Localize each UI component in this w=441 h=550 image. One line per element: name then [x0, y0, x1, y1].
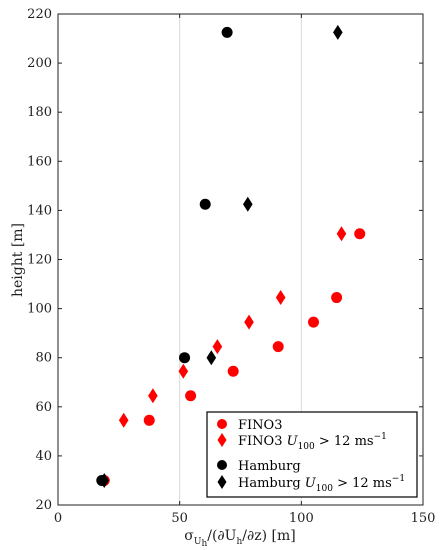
y-axis-label: height [m] — [10, 223, 26, 297]
data-point-series-1 — [244, 314, 254, 330]
data-point-series-1 — [212, 339, 223, 355]
data-point-series-0 — [227, 365, 239, 377]
data-point-series-1 — [148, 388, 158, 404]
y-tick-label: 100 — [27, 302, 52, 317]
data-point-series-3 — [206, 350, 217, 366]
legend-entry-hamburg: Hamburg — [217, 459, 301, 474]
y-tick-label: 200 — [27, 56, 52, 71]
legend-marker-fino3 — [217, 419, 227, 429]
data-point-series-1 — [275, 290, 286, 306]
plot-frame — [57, 13, 424, 506]
x-tick-label: 100 — [289, 511, 314, 526]
y-tick-label: 220 — [27, 7, 52, 22]
y-tick-label: 140 — [27, 203, 52, 218]
legend-entry-fino3: FINO3 — [217, 418, 282, 433]
data-point-series-3 — [333, 24, 343, 40]
x-axis-label: σUh/(∂Uh/∂z) [m] — [184, 528, 295, 549]
x-axis-ticks: 0 50 100 150 — [54, 14, 436, 526]
y-tick-label: 120 — [27, 253, 52, 268]
y-tick-label: 40 — [35, 449, 52, 464]
data-points — [96, 24, 366, 488]
legend-label-hamburg-u100: Hamburg U100 > 12 ms−1 — [238, 474, 405, 494]
data-point-series-3 — [99, 472, 110, 488]
data-point-series-0 — [143, 414, 155, 426]
legend-marker-hamburg-u100 — [217, 475, 227, 489]
data-point-series-1 — [336, 226, 347, 242]
legend-box — [206, 411, 418, 498]
data-point-series-0 — [185, 390, 197, 402]
legend-marker-fino3-u100 — [217, 433, 227, 447]
x-tick-label: 50 — [171, 511, 188, 526]
y-tick-label: 160 — [27, 154, 52, 169]
legend-label-fino3: FINO3 — [238, 418, 282, 433]
data-point-series-0 — [272, 341, 284, 353]
y-tick-label: 180 — [27, 105, 52, 120]
x-tick-label: 0 — [54, 511, 62, 526]
y-axis-ticks: 20 40 60 80 100 120 140 160 180 200 220 — [27, 7, 423, 513]
y-tick-label: 60 — [35, 400, 52, 415]
y-tick-label: 20 — [35, 498, 52, 513]
data-point-series-0 — [354, 228, 366, 240]
data-point-series-2 — [221, 26, 233, 38]
y-tick-label: 80 — [35, 351, 52, 366]
data-point-series-2 — [199, 198, 211, 210]
x-tick-label: 150 — [411, 511, 436, 526]
legend-label-fino3-u100: FINO3 U100 > 12 ms−1 — [238, 432, 387, 452]
legend-marker-hamburg — [217, 460, 227, 470]
data-point-series-1 — [118, 412, 129, 428]
data-point-series-2 — [179, 352, 191, 364]
data-point-series-1 — [178, 363, 189, 379]
data-point-series-0 — [331, 292, 343, 304]
legend-entry-hamburg-u100: Hamburg U100 > 12 ms−1 — [217, 474, 405, 494]
data-point-series-0 — [308, 316, 319, 328]
legend-entry-fino3-u100: FINO3 U100 > 12 ms−1 — [217, 432, 387, 452]
legend-label-hamburg: Hamburg — [238, 459, 301, 474]
legend: FINO3 FINO3 U100 > 12 ms−1 Hamburg Hambu… — [206, 411, 418, 498]
data-point-series-3 — [243, 196, 253, 212]
